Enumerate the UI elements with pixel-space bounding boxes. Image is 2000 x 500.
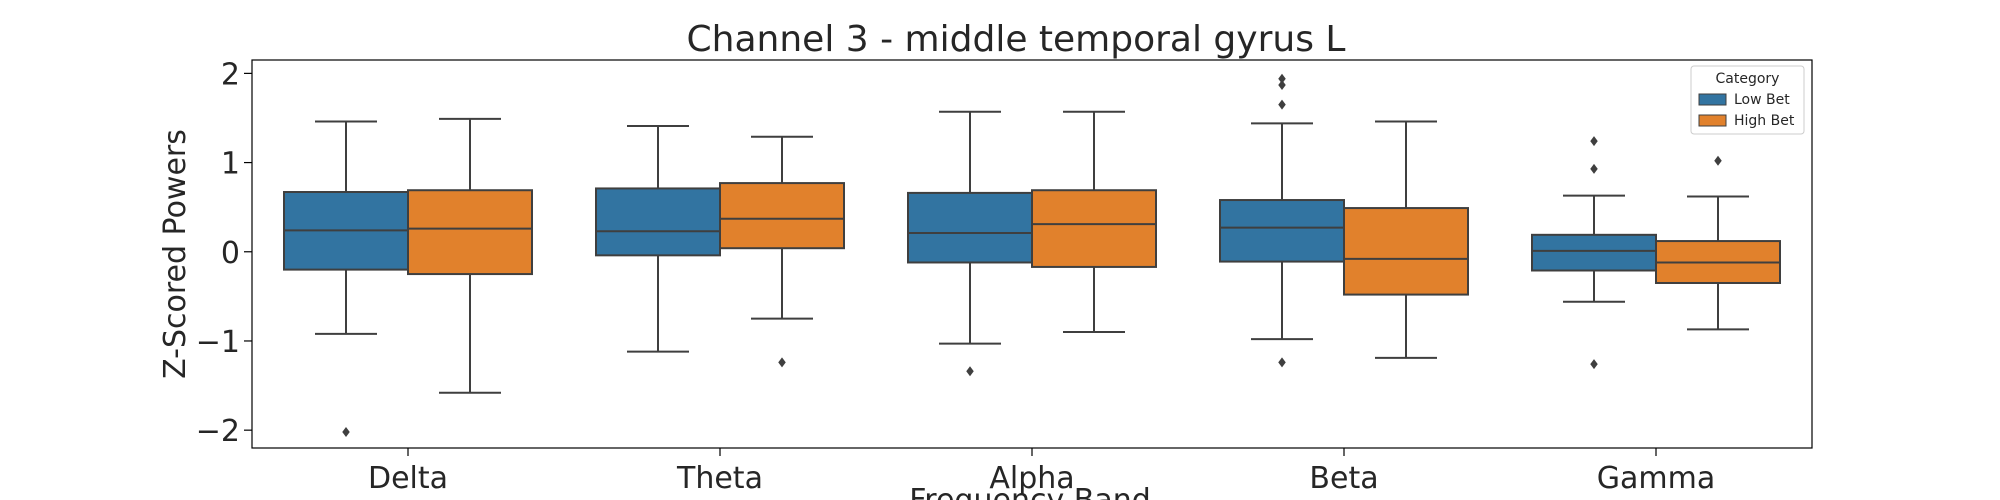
box-iqr <box>1531 233 1657 272</box>
outlier-point <box>342 426 350 437</box>
legend-swatch <box>1698 114 1727 127</box>
outlier-point <box>1714 155 1722 166</box>
x-tick-label: Alpha <box>989 461 1074 496</box>
chart-title: Channel 3 - middle temporal gyrus L <box>687 19 1346 60</box>
y-tick-label: 0 <box>221 236 240 271</box>
box-high-bet-theta <box>719 135 845 368</box>
outlier-point <box>1590 359 1598 370</box>
y-tick-label: −2 <box>196 414 240 449</box>
box-high-bet-delta <box>407 117 533 394</box>
outlier-point <box>778 357 786 368</box>
plot-area: −2 −1 0 1 2 Delta Theta Alpha Beta Gamma <box>196 57 1813 496</box>
box-iqr <box>907 191 1033 264</box>
y-axis-label: Z-Scored Powers <box>158 129 193 379</box>
outlier-point <box>1278 73 1286 84</box>
y-tick-label: 2 <box>221 57 240 92</box>
x-tick-label: Delta <box>368 461 448 496</box>
x-tick-label: Beta <box>1309 461 1378 496</box>
y-tick-label: −1 <box>196 325 240 360</box>
outlier-point <box>1278 357 1286 368</box>
legend-swatch <box>1698 93 1727 106</box>
box-high-bet-gamma <box>1655 155 1781 331</box>
box-high-bet-alpha <box>1031 110 1157 334</box>
box-high-bet-beta <box>1343 120 1469 359</box>
box-low-bet-delta <box>283 120 409 437</box>
outlier-point <box>1590 163 1598 174</box>
outlier-point <box>966 366 974 377</box>
box-iqr <box>1219 199 1345 263</box>
box-iqr <box>1031 189 1157 268</box>
box-iqr <box>595 187 721 257</box>
box-low-bet-beta <box>1219 73 1345 368</box>
outlier-point <box>1278 99 1286 110</box>
legend-label: High Bet <box>1734 113 1795 129</box>
box-iqr <box>407 189 533 276</box>
box-low-bet-alpha <box>907 110 1033 377</box>
legend: Category Low Bet High Bet <box>1690 65 1805 135</box>
box-low-bet-gamma <box>1531 136 1657 370</box>
x-tick-label: Gamma <box>1597 461 1715 496</box>
legend-title: Category <box>1716 71 1780 87</box>
outlier-point <box>1590 136 1598 147</box>
box-low-bet-theta <box>595 125 721 353</box>
box-iqr <box>1343 207 1469 296</box>
outlier-point <box>1278 79 1286 90</box>
legend-label: Low Bet <box>1734 92 1790 108</box>
x-axis-label: Frequency Band <box>909 483 1151 500</box>
y-tick-label: 1 <box>221 147 240 182</box>
x-tick-label: Theta <box>676 461 763 496</box>
box-iqr <box>719 182 845 250</box>
